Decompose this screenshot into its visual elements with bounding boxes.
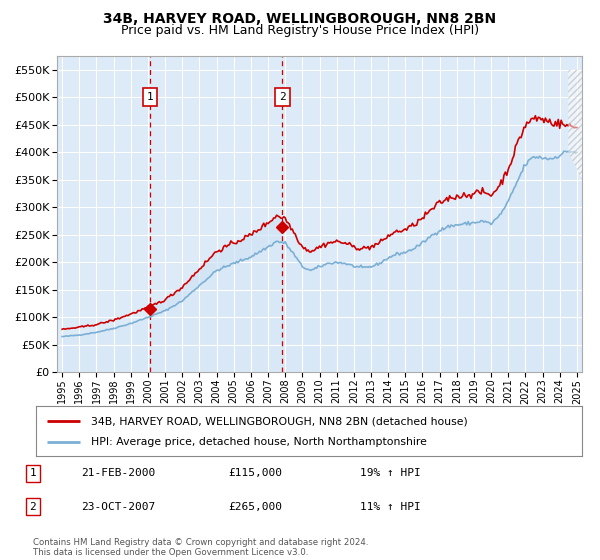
Polygon shape: [568, 70, 582, 180]
Text: 2: 2: [279, 92, 286, 102]
Text: 2: 2: [29, 502, 37, 512]
Text: 19% ↑ HPI: 19% ↑ HPI: [360, 468, 421, 478]
Text: 34B, HARVEY ROAD, WELLINGBOROUGH, NN8 2BN: 34B, HARVEY ROAD, WELLINGBOROUGH, NN8 2B…: [103, 12, 497, 26]
Text: 21-FEB-2000: 21-FEB-2000: [81, 468, 155, 478]
Text: £265,000: £265,000: [228, 502, 282, 512]
Text: £115,000: £115,000: [228, 468, 282, 478]
Text: Price paid vs. HM Land Registry's House Price Index (HPI): Price paid vs. HM Land Registry's House …: [121, 24, 479, 36]
Text: 23-OCT-2007: 23-OCT-2007: [81, 502, 155, 512]
Text: 1: 1: [29, 468, 37, 478]
Text: 1: 1: [146, 92, 154, 102]
Text: 34B, HARVEY ROAD, WELLINGBOROUGH, NN8 2BN (detached house): 34B, HARVEY ROAD, WELLINGBOROUGH, NN8 2B…: [91, 416, 467, 426]
Text: Contains HM Land Registry data © Crown copyright and database right 2024.
This d: Contains HM Land Registry data © Crown c…: [33, 538, 368, 557]
Text: HPI: Average price, detached house, North Northamptonshire: HPI: Average price, detached house, Nort…: [91, 437, 427, 447]
Text: 11% ↑ HPI: 11% ↑ HPI: [360, 502, 421, 512]
